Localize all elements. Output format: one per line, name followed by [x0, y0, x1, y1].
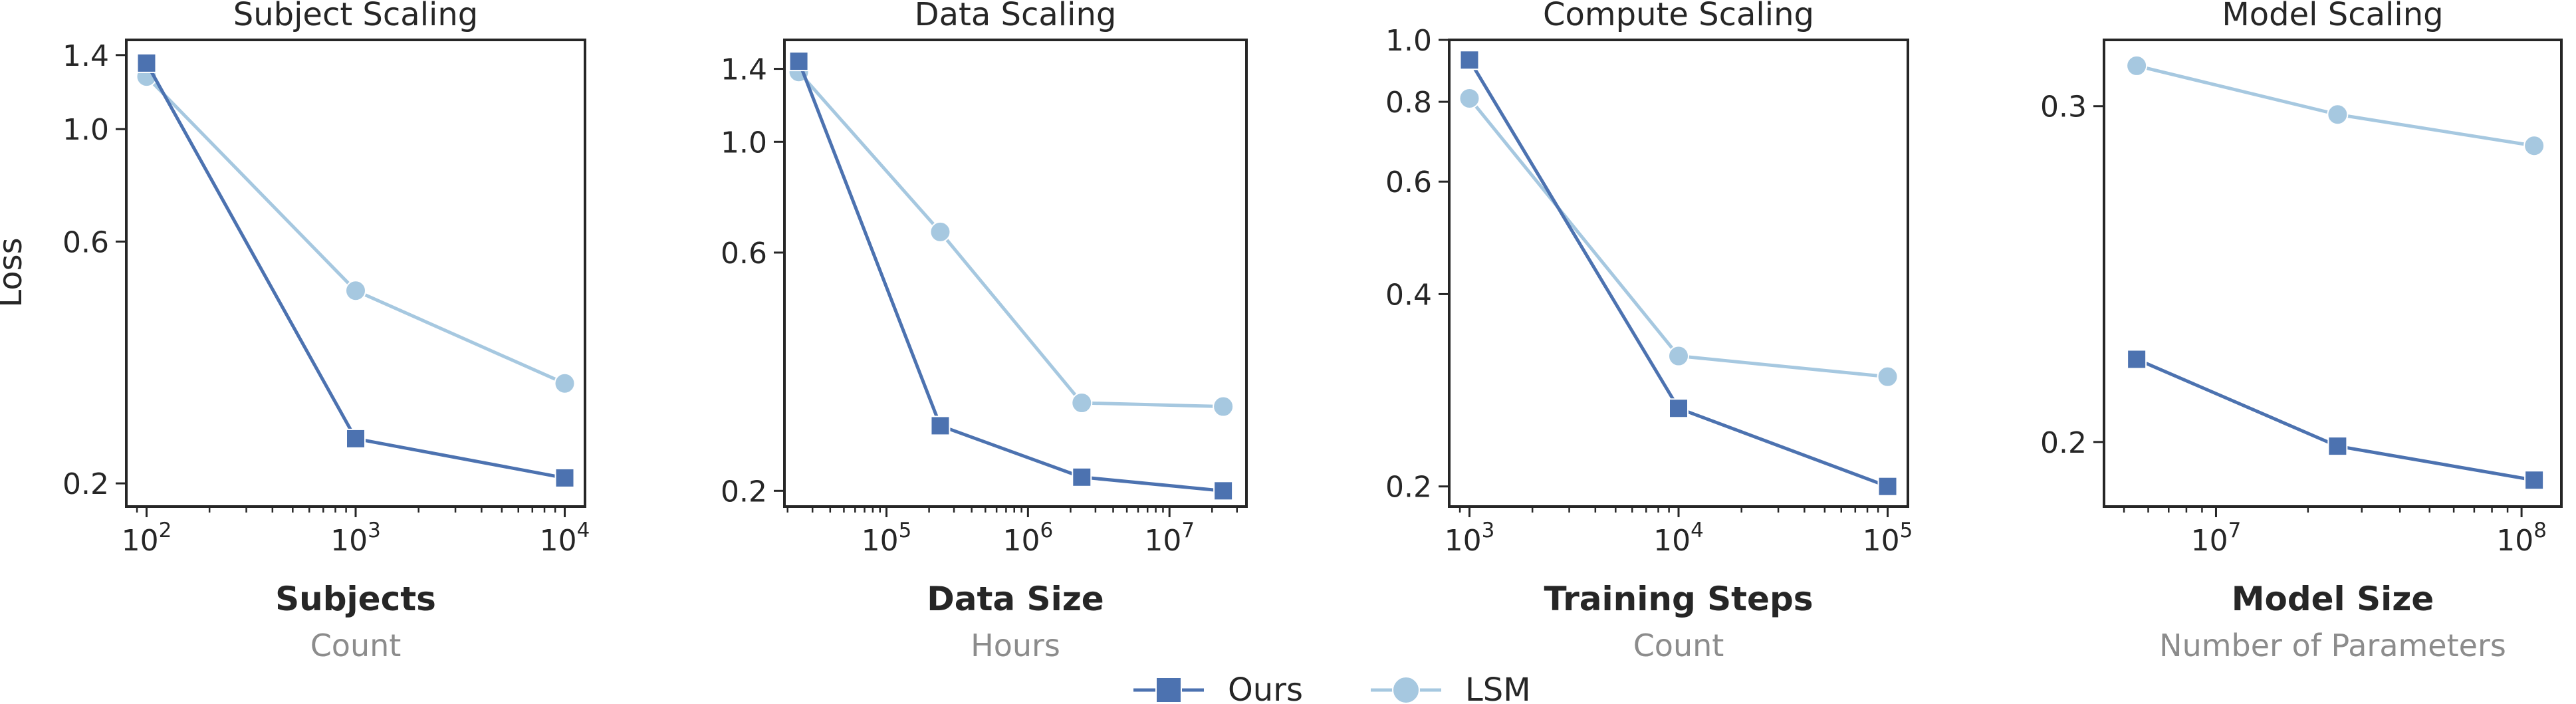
x-axis-sublabel: Count — [1633, 628, 1724, 663]
chart-title: Compute Scaling — [1543, 0, 1814, 33]
series-line — [1468, 97, 1888, 379]
x-tick-label: 105 — [862, 519, 912, 558]
data-point-circle — [345, 280, 366, 302]
chart-panel-2: Data Scaling 105 106 107 0.2 0.6 1.0 1.4 Data Si… — [721, 0, 1248, 663]
x-axis-label: Data Size — [927, 580, 1104, 618]
data-point-circle — [2523, 135, 2545, 157]
chart-panel-4: Model Scaling 107 108 0.2 0.3 Model Size Numbe… — [2040, 0, 2563, 663]
series-lsm — [1459, 87, 1899, 388]
y-tick-label: 1.0 — [1385, 24, 1432, 58]
chart-title: Subject Scaling — [233, 0, 479, 33]
y-tick-label: 0.3 — [2040, 90, 2087, 124]
x-tick-label: 104 — [1653, 519, 1704, 558]
plot-frame — [783, 39, 1248, 508]
y-axis-label: Loss — [0, 237, 29, 307]
x-tick-label: 106 — [1002, 519, 1053, 558]
y-tick-label: 0.2 — [1385, 471, 1432, 505]
x-tick-label: 104 — [540, 519, 590, 558]
y-tick-label: 0.4 — [1385, 278, 1432, 312]
data-point-circle — [1877, 366, 1899, 388]
x-tick-label: 107 — [2191, 519, 2242, 558]
chart-title: Model Scaling — [2222, 0, 2443, 33]
series-line — [2136, 358, 2535, 482]
data-point-square — [1213, 481, 1234, 501]
y-tick-label: 0.6 — [721, 237, 767, 271]
x-tick-label: 108 — [2496, 519, 2547, 558]
data-point-square — [930, 415, 951, 436]
x-axis-sublabel: Hours — [971, 628, 1060, 663]
data-point-square — [136, 53, 157, 73]
series-ours — [788, 51, 1234, 501]
square-marker-icon — [1155, 677, 1182, 703]
y-tick-label: 1.0 — [721, 126, 767, 160]
data-point-square — [1669, 398, 1689, 419]
chart-title: Data Scaling — [915, 0, 1117, 33]
series-line — [797, 60, 1224, 493]
x-tick-label: 105 — [1863, 519, 1913, 558]
series-ours — [2127, 349, 2545, 491]
y-tick-label: 0.6 — [62, 225, 109, 259]
y-tick-label: 1.4 — [62, 39, 109, 73]
x-tick-label: 102 — [122, 519, 172, 558]
data-point-circle — [929, 221, 951, 243]
x-axis-label: Subjects — [275, 580, 436, 618]
data-point-square — [554, 467, 575, 488]
data-point-square — [1877, 476, 1898, 497]
data-point-square — [1459, 50, 1480, 70]
x-axis-sublabel: Number of Parameters — [2159, 628, 2506, 663]
data-point-circle — [1213, 396, 1234, 417]
x-tick-label: 107 — [1144, 519, 1195, 558]
data-point-circle — [1668, 345, 1689, 367]
chart-panel-3: Compute Scaling 103 104 105 0.2 0.4 0.6 0.8 1.0 T… — [1385, 0, 1913, 663]
series-ours — [1459, 50, 1898, 497]
y-tick-label: 0.2 — [62, 467, 109, 501]
chart-panel-1: Subject Scaling 102 103 104 0.2 0.6 1.0 1.4 Subj… — [62, 0, 590, 663]
data-point-square — [788, 51, 809, 72]
y-tick-label: 1.4 — [721, 53, 767, 87]
data-point-square — [346, 428, 366, 449]
chart-panels: Subject Scaling 102 103 104 0.2 0.6 1.0 1.4 Subj… — [62, 0, 2563, 663]
y-tick-label: 1.0 — [62, 113, 109, 147]
legend-label: Ours — [1228, 671, 1303, 704]
data-point-square — [2327, 436, 2348, 457]
series-lsm — [2126, 55, 2545, 157]
x-axis-label: Model Size — [2232, 580, 2434, 618]
legend-label: LSM — [1465, 671, 1531, 704]
series-lsm — [136, 66, 576, 394]
series-ours — [136, 53, 575, 488]
x-tick-label: 103 — [330, 519, 381, 558]
data-point-square — [1072, 467, 1092, 487]
plot-frame — [1448, 39, 1909, 508]
circle-marker-icon — [1392, 676, 1420, 704]
series-line — [145, 62, 565, 480]
y-tick-label: 0.2 — [2040, 426, 2087, 460]
x-axis-sublabel: Count — [310, 628, 402, 663]
y-tick-label: 0.6 — [1385, 166, 1432, 199]
plot-frame — [2103, 39, 2563, 508]
data-point-circle — [1071, 392, 1093, 414]
data-point-circle — [1459, 87, 1480, 109]
series-line — [797, 70, 1224, 409]
series-lsm — [788, 61, 1234, 417]
series-line — [1468, 59, 1889, 489]
data-point-circle — [554, 372, 576, 394]
legend-entry-lsm: LSM — [1371, 671, 1531, 704]
x-tick-label: 103 — [1445, 519, 1495, 558]
y-tick-label: 0.8 — [1385, 86, 1432, 120]
legend-entry-ours: Ours — [1133, 671, 1303, 704]
x-axis-label: Training Steps — [1544, 580, 1813, 618]
data-point-square — [2127, 349, 2147, 370]
legend: Ours LSM — [1133, 671, 1531, 704]
data-point-circle — [2327, 104, 2349, 126]
y-tick-label: 0.2 — [721, 475, 767, 509]
data-point-square — [2524, 470, 2545, 491]
series-line — [145, 75, 566, 386]
data-point-circle — [2126, 55, 2148, 76]
